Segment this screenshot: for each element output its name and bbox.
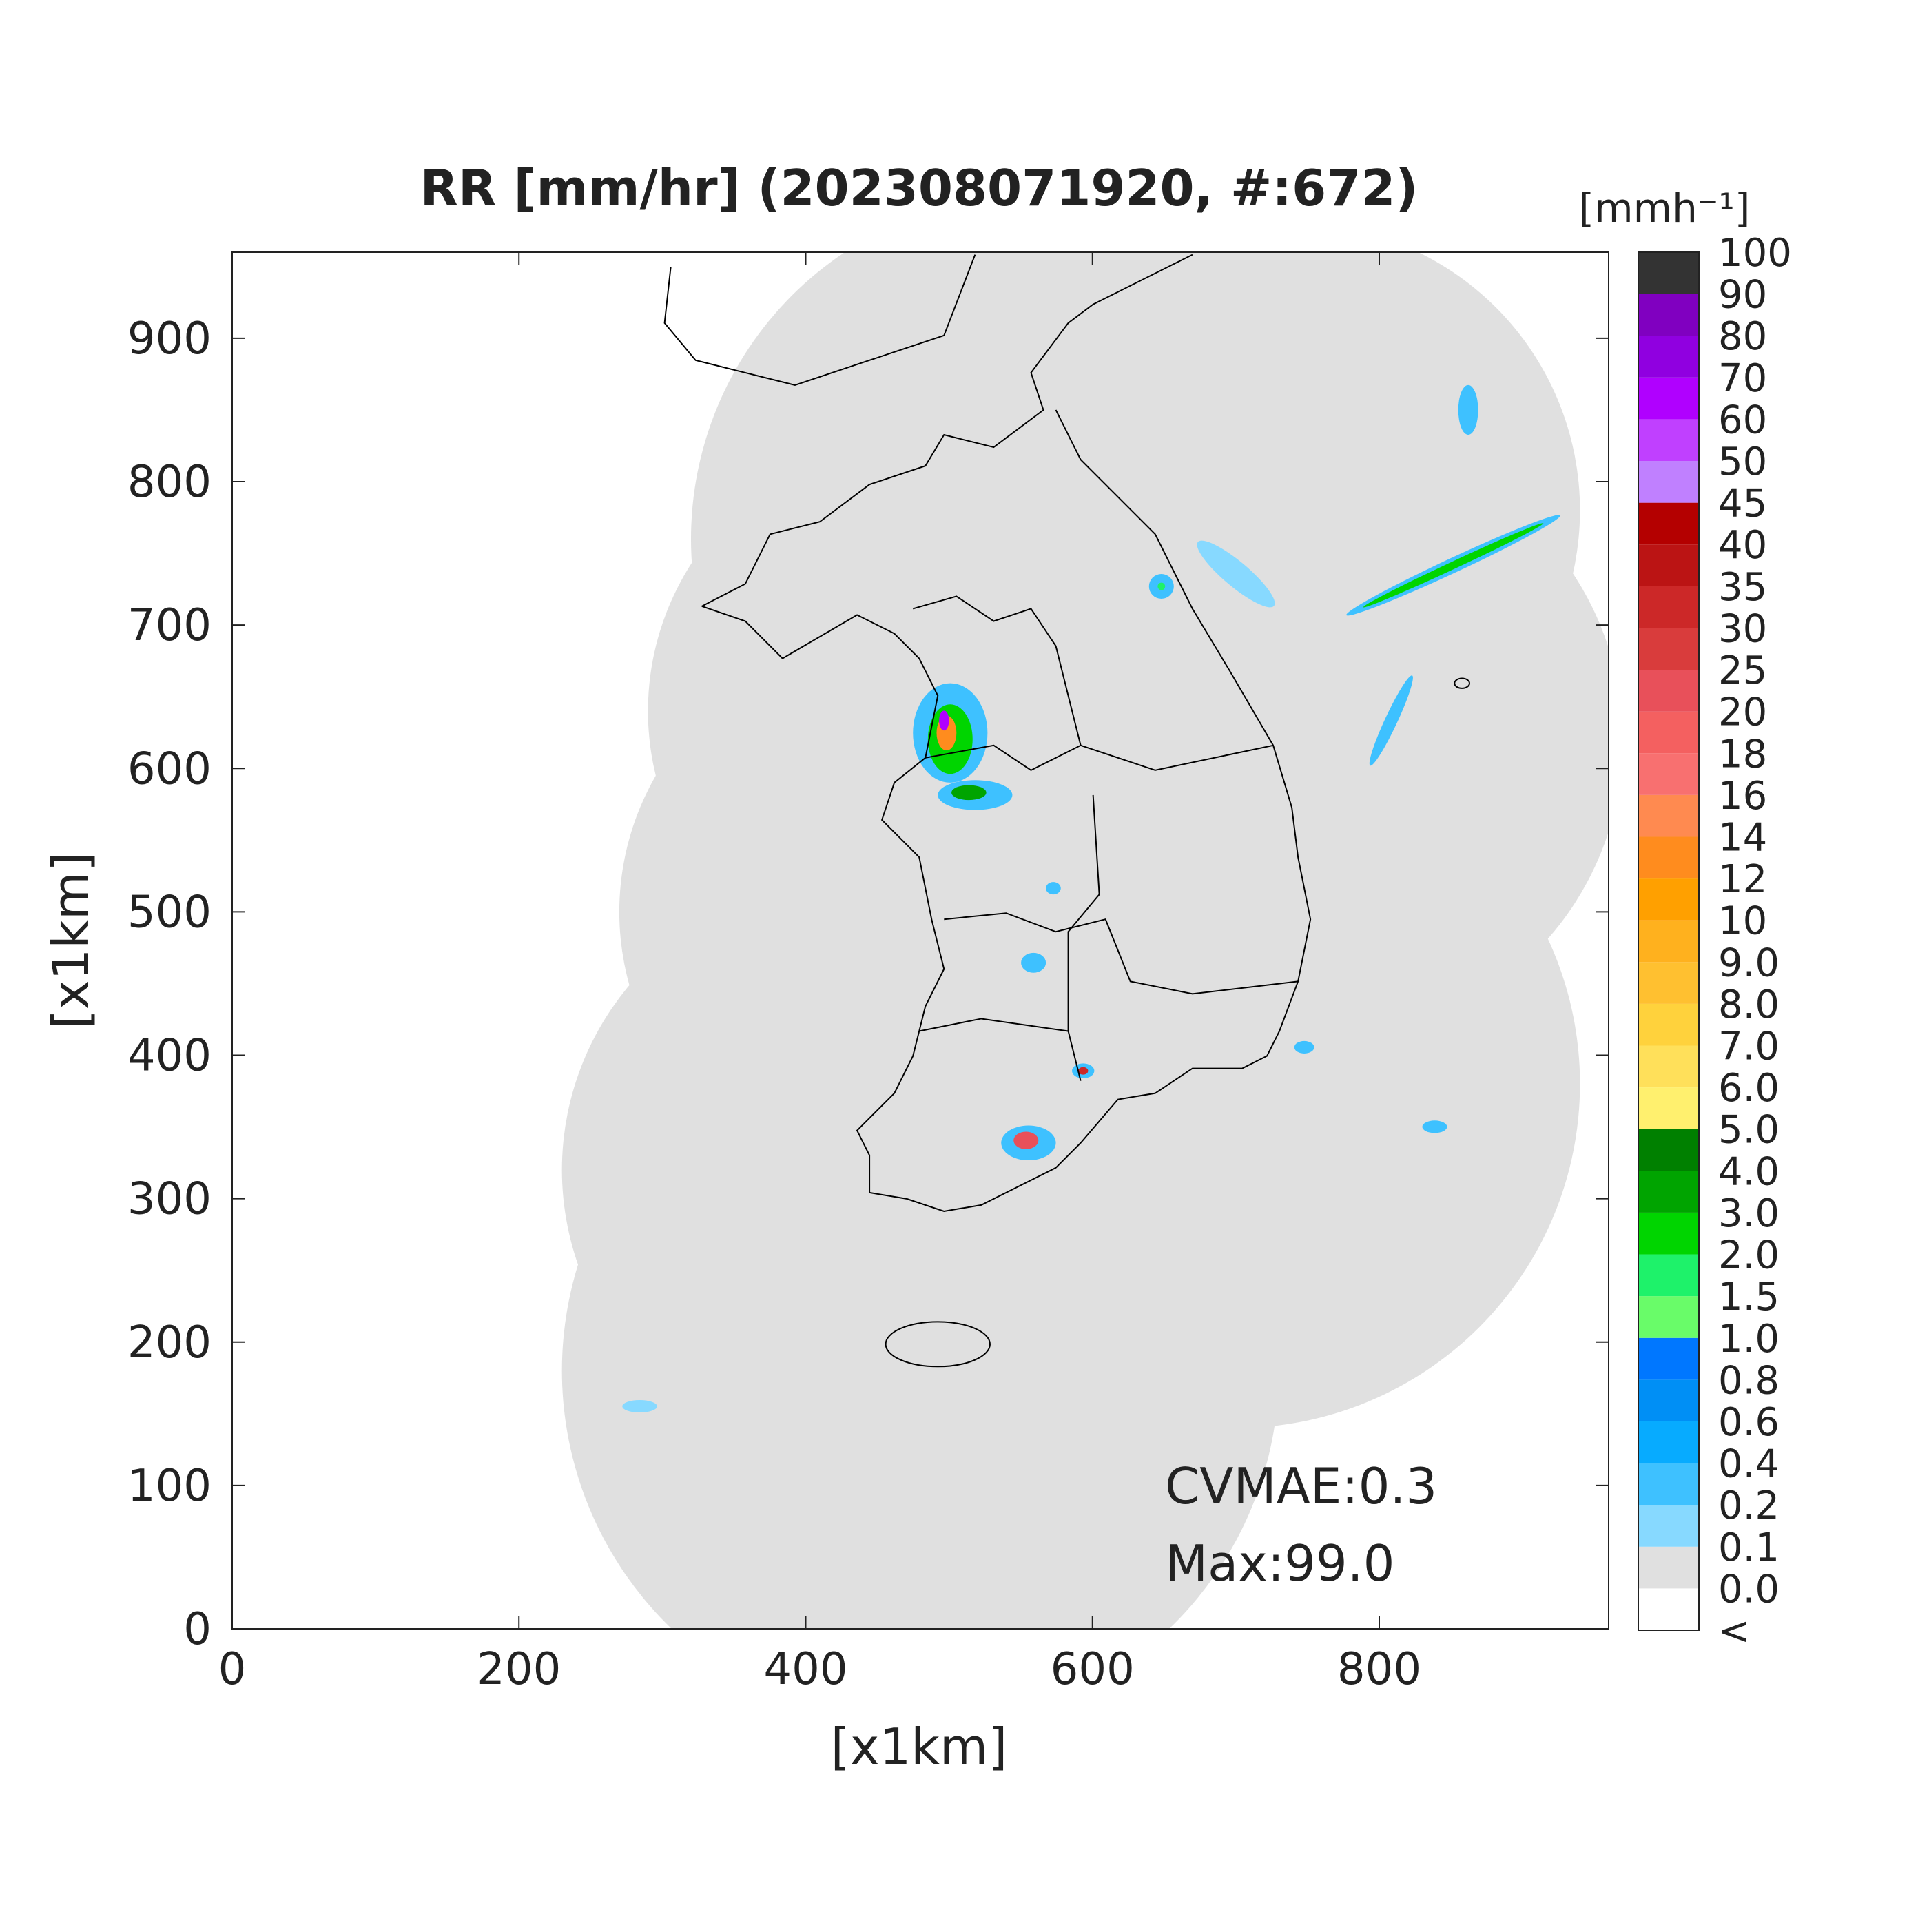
- x-tick-label: 600: [1051, 1644, 1135, 1695]
- colorbar-bin: [1638, 836, 1699, 879]
- colorbar-label: 8.0: [1718, 983, 1780, 1027]
- colorbar-label: 18: [1718, 732, 1767, 777]
- colorbar-bin: [1638, 628, 1699, 670]
- colorbar-label: 5.0: [1718, 1108, 1780, 1153]
- colorbar-label: 50: [1718, 440, 1767, 484]
- x-tick-label: 0: [218, 1644, 247, 1695]
- colorbar-bin: [1638, 336, 1699, 378]
- colorbar-bin: [1638, 920, 1699, 963]
- colorbar-label: 6.0: [1718, 1066, 1780, 1111]
- colorbar-bin: [1638, 1337, 1699, 1380]
- coverage-area: [891, 739, 1580, 1428]
- colorbar-label: 20: [1718, 690, 1767, 735]
- colorbar-label: 45: [1718, 482, 1767, 526]
- colorbar-bin: [1638, 1463, 1699, 1505]
- y-tick-label: 400: [127, 1031, 212, 1082]
- colorbar-bin: [1638, 711, 1699, 754]
- x-tick-label: 200: [477, 1644, 561, 1695]
- colorbar-frame: [1638, 251, 1700, 1631]
- colorbar-label: 16: [1718, 774, 1767, 819]
- colorbar-bin: [1638, 1129, 1699, 1171]
- colorbar-label: 9.0: [1718, 941, 1780, 985]
- colorbar-bin: [1638, 670, 1699, 712]
- colorbar-bin: [1638, 586, 1699, 628]
- y-tick-label: 100: [127, 1461, 212, 1512]
- chart-title: RR [mm/hr] (202308071920, #:672): [420, 159, 1419, 217]
- colorbar-bin: [1638, 1254, 1699, 1297]
- colorbar-label: 70: [1718, 356, 1767, 401]
- colorbar-label: 0.0: [1718, 1567, 1780, 1612]
- colorbar-label: 12: [1718, 857, 1767, 902]
- colorbar-bin: [1638, 1171, 1699, 1213]
- colorbar-bin: [1638, 419, 1699, 462]
- colorbar-bin: [1638, 1588, 1699, 1630]
- colorbar-label: 2.0: [1718, 1233, 1780, 1278]
- y-tick-label: 900: [127, 314, 212, 364]
- y-tick-label: 0: [183, 1604, 212, 1655]
- plot-frame: [231, 251, 1609, 1630]
- colorbar-bin: [1638, 794, 1699, 837]
- colorbar-bin: [1638, 1003, 1699, 1046]
- colorbar-label: 40: [1718, 523, 1767, 568]
- colorbar-label: 0.4: [1718, 1442, 1780, 1487]
- y-tick-label: 800: [127, 457, 212, 508]
- colorbar-bin: [1638, 753, 1699, 795]
- colorbar-bin: [1638, 1421, 1699, 1463]
- annotation: Max:99.0: [1165, 1534, 1394, 1592]
- colorbar-label: 25: [1718, 648, 1767, 693]
- y-tick-label: 700: [127, 600, 212, 651]
- annotation: CVMAE:0.3: [1165, 1457, 1437, 1515]
- x-tick-label: 400: [763, 1644, 847, 1695]
- rain-echoes: [622, 384, 1560, 1413]
- colorbar-bin: [1638, 1505, 1699, 1547]
- y-tick-label: 600: [127, 743, 212, 794]
- coastline: [663, 254, 1470, 1368]
- colorbar-label: 4.0: [1718, 1149, 1780, 1194]
- colorbar-bin: [1638, 1045, 1699, 1088]
- colorbar-label: 0.6: [1718, 1400, 1780, 1445]
- colorbar-label: 60: [1718, 398, 1767, 442]
- colorbar-bin: [1638, 1296, 1699, 1338]
- colorbar-bin: [1638, 1087, 1699, 1129]
- colorbar-label: 14: [1718, 815, 1767, 860]
- colorbar-bin: [1638, 502, 1699, 545]
- colorbar-label: <: [1718, 1609, 1751, 1654]
- colorbar-label: 90: [1718, 273, 1767, 318]
- colorbar-label: 0.2: [1718, 1483, 1780, 1528]
- colorbar-label: 80: [1718, 314, 1767, 359]
- y-tick-label: 200: [127, 1317, 212, 1368]
- colorbar-bin: [1638, 252, 1699, 294]
- colorbar-bin: [1638, 461, 1699, 503]
- colorbar-label: 10: [1718, 899, 1767, 944]
- colorbar-title: [mmh⁻¹]: [1579, 185, 1751, 232]
- y-tick-label: 300: [127, 1174, 212, 1225]
- colorbar-bin: [1638, 1379, 1699, 1421]
- colorbar-label: 30: [1718, 606, 1767, 651]
- y-tick-label: 500: [127, 887, 212, 938]
- colorbar-bin: [1638, 1212, 1699, 1255]
- y-axis-label: [x1km]: [42, 852, 100, 1029]
- colorbar-bin: [1638, 1546, 1699, 1589]
- colorbar-bin: [1638, 962, 1699, 1004]
- colorbar-label: 0.1: [1718, 1525, 1780, 1570]
- colorbar-label: 100: [1718, 231, 1792, 276]
- colorbar-bin: [1638, 544, 1699, 586]
- x-tick-label: 800: [1337, 1644, 1421, 1695]
- colorbar-label: 0.8: [1718, 1358, 1780, 1403]
- colorbar-label: 1.0: [1718, 1317, 1780, 1361]
- colorbar-bin: [1638, 878, 1699, 921]
- x-axis-label: [x1km]: [831, 1718, 1007, 1776]
- colorbar-label: 3.0: [1718, 1191, 1780, 1236]
- colorbar-bin: [1638, 377, 1699, 420]
- colorbar-label: 1.5: [1718, 1275, 1780, 1319]
- colorbar-label: 7.0: [1718, 1025, 1780, 1069]
- colorbar-label: 35: [1718, 565, 1767, 610]
- colorbar-bin: [1638, 294, 1699, 336]
